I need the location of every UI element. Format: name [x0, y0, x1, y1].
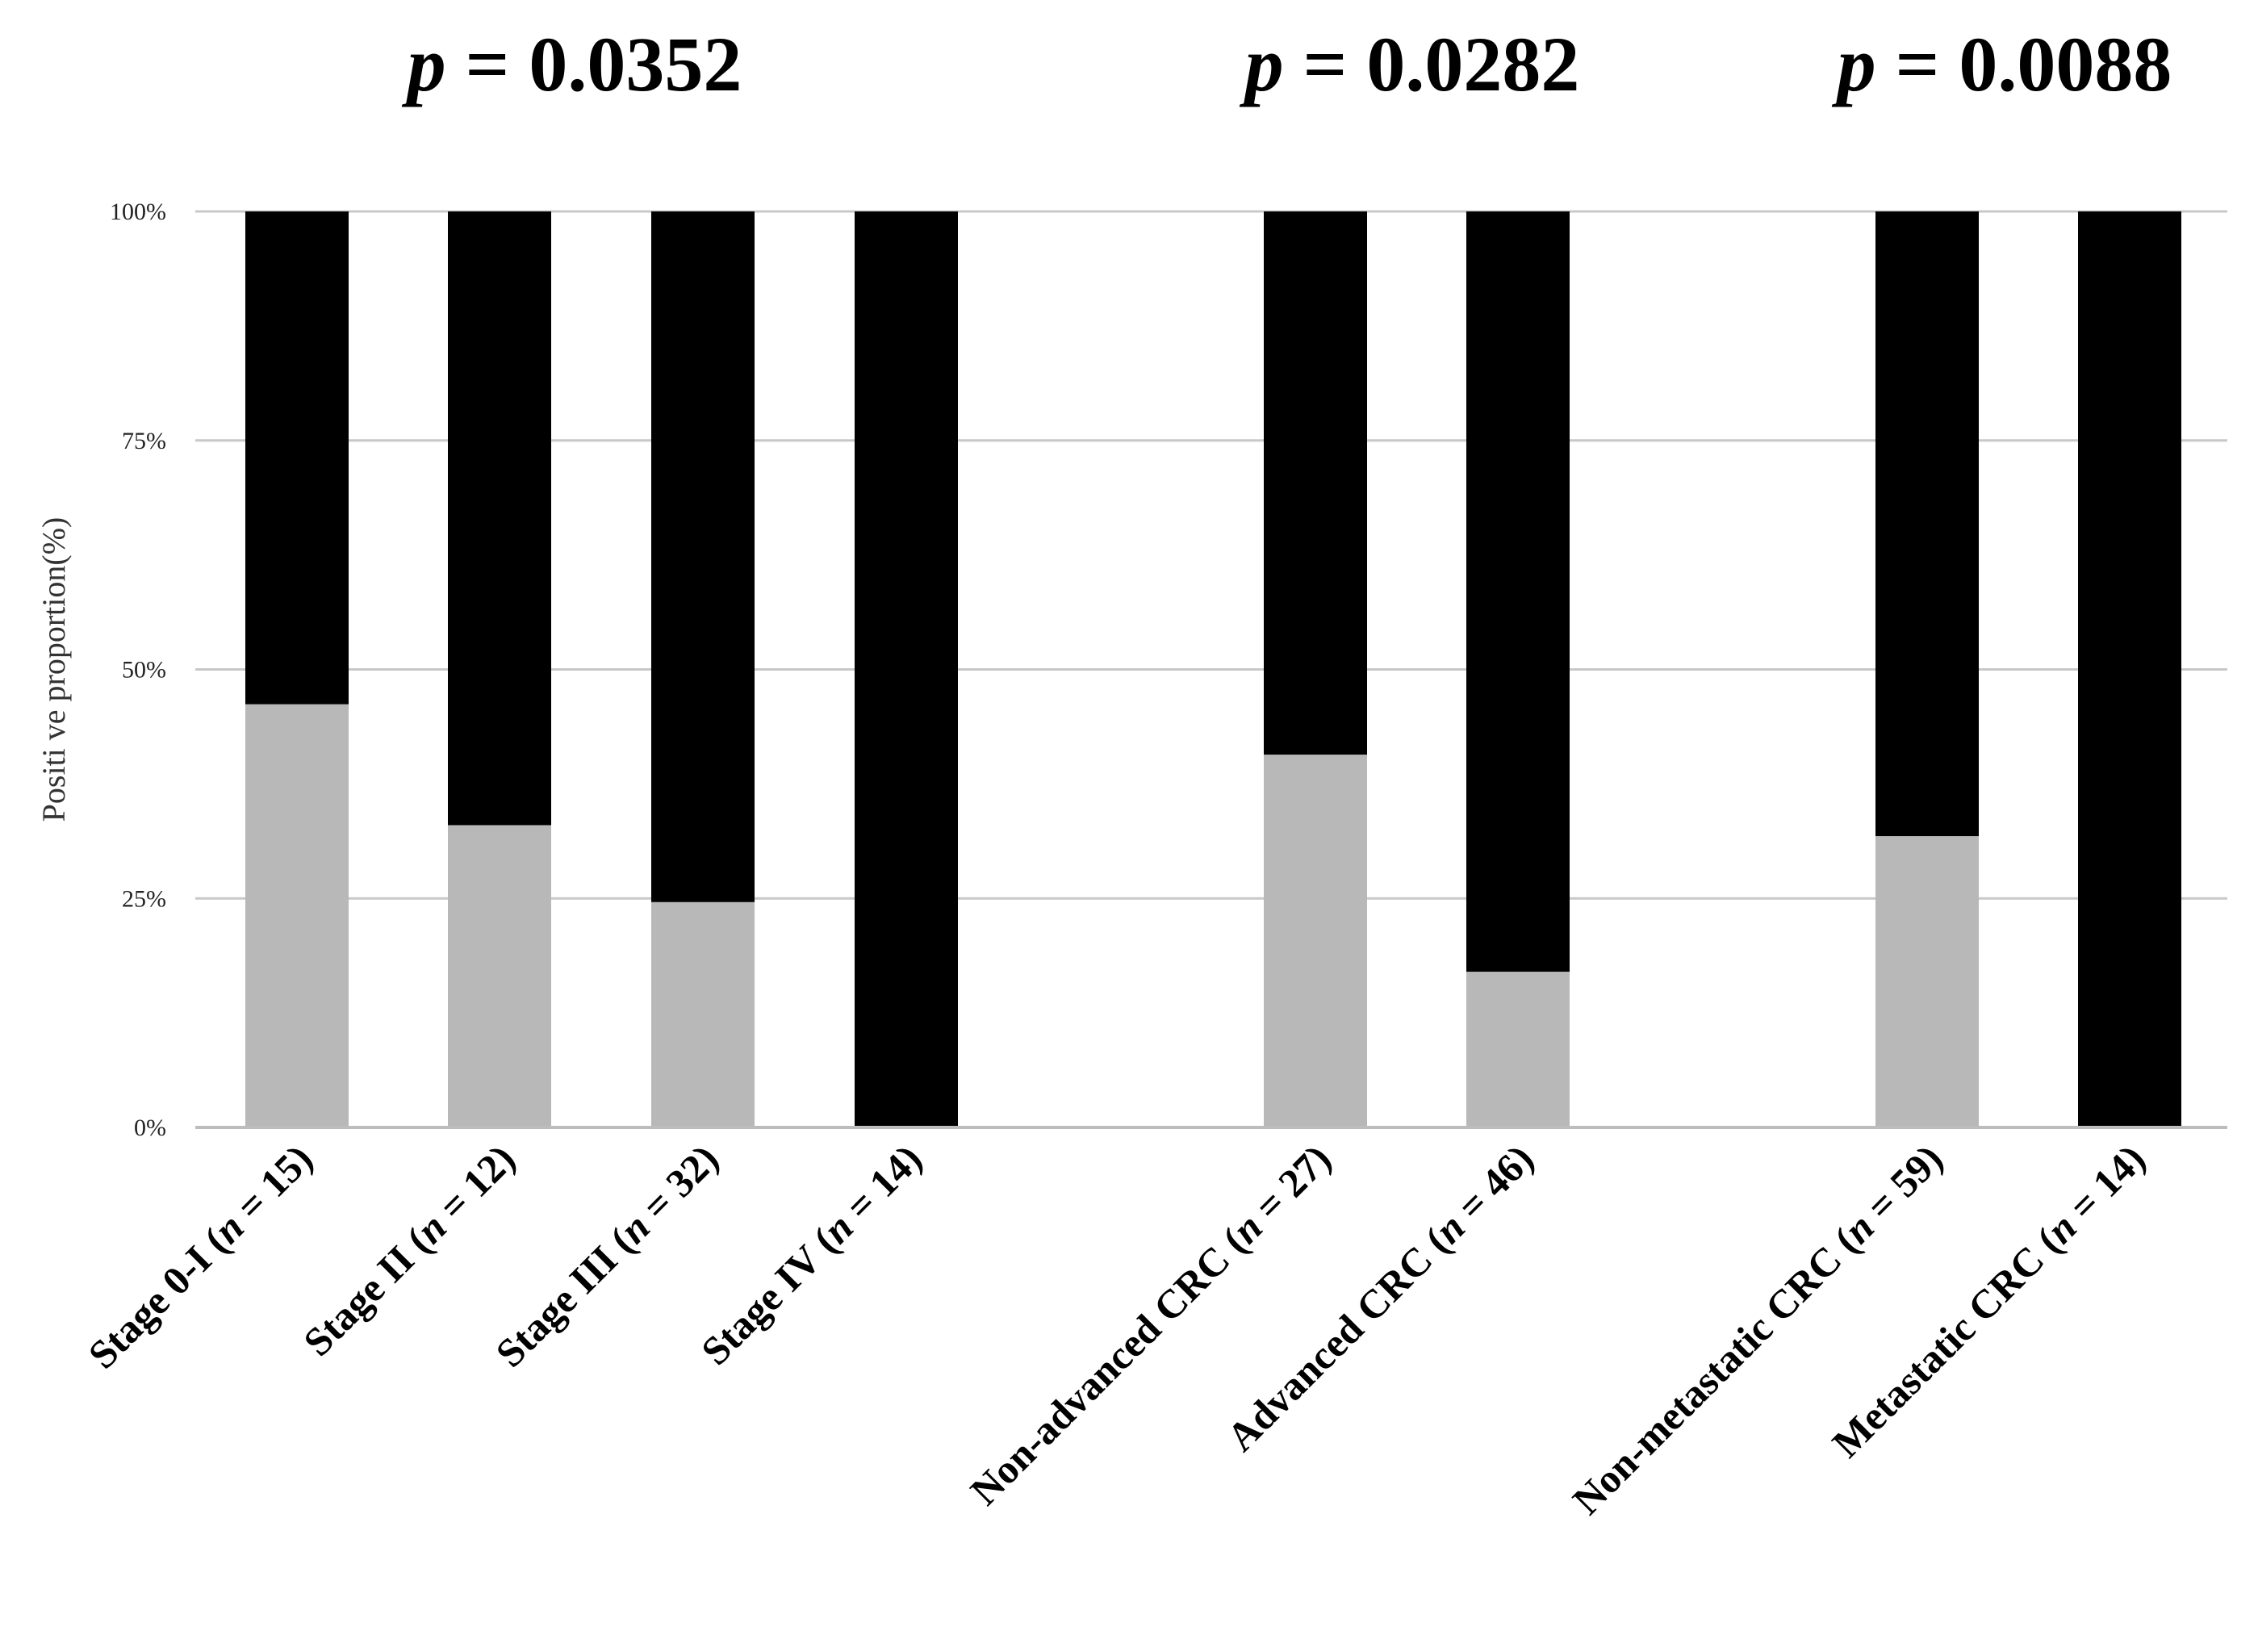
y-tick-label: 25%: [122, 885, 166, 912]
bar-positive-0: [245, 704, 349, 1127]
y-tick-label: 75%: [122, 428, 166, 454]
x-tick-label: Stage 0-I (n = 15): [79, 1135, 320, 1377]
bar-negative-3: [855, 211, 958, 1127]
bar-positive-6: [1875, 836, 1979, 1127]
bar-positive-5: [1466, 972, 1570, 1127]
bar-negative-2: [651, 211, 755, 902]
y-tick-label: 50%: [122, 657, 166, 684]
bar-positive-2: [651, 901, 755, 1127]
bar-negative-0: [245, 211, 349, 705]
bar-positive-4: [1264, 755, 1367, 1127]
bar-positive-1: [448, 825, 551, 1127]
bar-negative-6: [1875, 211, 1979, 837]
y-tick-label: 0%: [134, 1115, 166, 1141]
x-tick-label: Stage III (n = 32): [487, 1135, 726, 1375]
bar-negative-7: [2078, 211, 2181, 1127]
x-tick-label: Stage IV (n = 14): [692, 1135, 930, 1374]
p-value-annotation: p = 0.0352: [402, 21, 742, 107]
x-tick-label: Non-metastatic CRC (n = 59): [1564, 1135, 1951, 1523]
bar-negative-5: [1466, 211, 1570, 972]
bar-negative-4: [1264, 211, 1367, 755]
y-axis-label: Positi ve proportion(%): [36, 517, 72, 822]
y-tick-label: 100%: [110, 199, 166, 225]
bar-negative-1: [448, 211, 551, 826]
x-tick-label: Stage II (n = 12): [295, 1135, 524, 1365]
x-tick-label: Non-advanced CRC (n = 27): [961, 1135, 1339, 1513]
p-value-annotation: p = 0.0088: [1832, 21, 2172, 107]
p-value-annotation: p = 0.0282: [1240, 21, 1580, 107]
